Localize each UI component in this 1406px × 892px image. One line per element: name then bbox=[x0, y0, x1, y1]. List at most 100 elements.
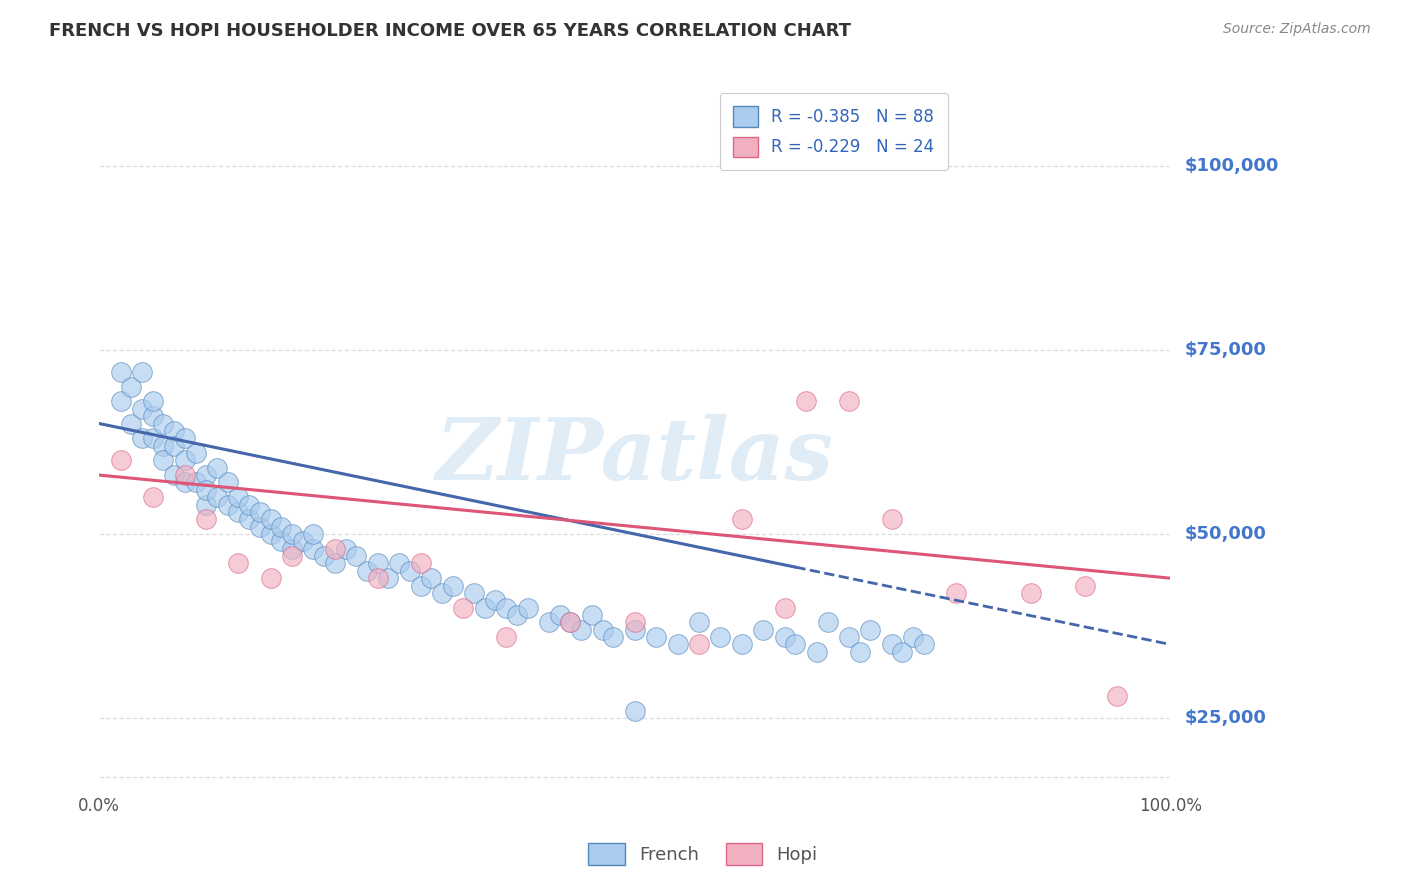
Point bbox=[249, 519, 271, 533]
Point bbox=[880, 512, 903, 526]
Point bbox=[228, 505, 250, 519]
Point bbox=[323, 541, 346, 556]
Point bbox=[377, 571, 399, 585]
Point bbox=[281, 549, 304, 563]
Point bbox=[495, 600, 517, 615]
Point bbox=[142, 431, 165, 445]
Point bbox=[238, 498, 260, 512]
Point bbox=[110, 453, 132, 467]
Point bbox=[335, 541, 357, 556]
Point bbox=[367, 557, 389, 571]
Point bbox=[291, 534, 314, 549]
Text: ZIPatlas: ZIPatlas bbox=[436, 414, 834, 498]
Point bbox=[131, 365, 153, 379]
Point bbox=[752, 623, 775, 637]
Point bbox=[131, 431, 153, 445]
Point bbox=[120, 417, 142, 431]
Point bbox=[880, 637, 903, 651]
Text: Source: ZipAtlas.com: Source: ZipAtlas.com bbox=[1223, 22, 1371, 37]
Point bbox=[495, 630, 517, 644]
Point bbox=[217, 475, 239, 490]
Point bbox=[838, 394, 860, 409]
Point bbox=[259, 571, 281, 585]
Point bbox=[731, 512, 754, 526]
Point bbox=[259, 512, 281, 526]
Point bbox=[945, 586, 967, 600]
Point bbox=[174, 453, 197, 467]
Point bbox=[731, 637, 754, 651]
Point bbox=[205, 490, 228, 504]
Point bbox=[484, 593, 506, 607]
Point bbox=[794, 394, 817, 409]
Point bbox=[688, 637, 710, 651]
Point bbox=[205, 460, 228, 475]
Text: $100,000: $100,000 bbox=[1184, 157, 1278, 175]
Point bbox=[142, 394, 165, 409]
Point bbox=[174, 431, 197, 445]
Point bbox=[195, 498, 218, 512]
Point bbox=[163, 424, 186, 438]
Point bbox=[581, 607, 603, 622]
Point bbox=[688, 615, 710, 630]
Point bbox=[817, 615, 839, 630]
Point bbox=[848, 645, 870, 659]
Point bbox=[538, 615, 561, 630]
Point bbox=[184, 475, 207, 490]
Point bbox=[859, 623, 882, 637]
Point bbox=[249, 505, 271, 519]
Point bbox=[238, 512, 260, 526]
Point bbox=[344, 549, 367, 563]
Point bbox=[506, 607, 529, 622]
Point bbox=[152, 417, 174, 431]
Point bbox=[131, 401, 153, 416]
Point bbox=[1105, 689, 1128, 703]
Point bbox=[453, 600, 475, 615]
Point bbox=[420, 571, 443, 585]
Point bbox=[398, 564, 420, 578]
Legend: French, Hopi: French, Hopi bbox=[579, 834, 827, 874]
Point bbox=[463, 586, 485, 600]
Point bbox=[152, 453, 174, 467]
Point bbox=[270, 519, 292, 533]
Point bbox=[120, 380, 142, 394]
Point bbox=[314, 549, 336, 563]
Point bbox=[430, 586, 453, 600]
Point bbox=[409, 578, 432, 592]
Text: $75,000: $75,000 bbox=[1184, 341, 1265, 359]
Text: FRENCH VS HOPI HOUSEHOLDER INCOME OVER 65 YEARS CORRELATION CHART: FRENCH VS HOPI HOUSEHOLDER INCOME OVER 6… bbox=[49, 22, 851, 40]
Point bbox=[516, 600, 538, 615]
Point bbox=[806, 645, 828, 659]
Point bbox=[142, 490, 165, 504]
Point bbox=[838, 630, 860, 644]
Point bbox=[602, 630, 624, 644]
Point bbox=[302, 541, 325, 556]
Point bbox=[228, 490, 250, 504]
Point bbox=[270, 534, 292, 549]
Point bbox=[388, 557, 411, 571]
Point bbox=[163, 439, 186, 453]
Text: $25,000: $25,000 bbox=[1184, 709, 1265, 727]
Point bbox=[110, 365, 132, 379]
Text: $50,000: $50,000 bbox=[1184, 525, 1265, 543]
Point bbox=[645, 630, 668, 644]
Point bbox=[323, 557, 346, 571]
Point bbox=[259, 527, 281, 541]
Point bbox=[623, 615, 645, 630]
Point bbox=[773, 630, 796, 644]
Point bbox=[302, 527, 325, 541]
Point bbox=[409, 557, 432, 571]
Point bbox=[174, 475, 197, 490]
Point bbox=[184, 446, 207, 460]
Point bbox=[569, 623, 592, 637]
Point bbox=[903, 630, 925, 644]
Point bbox=[281, 541, 304, 556]
Point bbox=[560, 615, 582, 630]
Point bbox=[666, 637, 689, 651]
Point bbox=[709, 630, 731, 644]
Point bbox=[912, 637, 935, 651]
Point bbox=[217, 498, 239, 512]
Legend: R = -0.385   N = 88, R = -0.229   N = 24: R = -0.385 N = 88, R = -0.229 N = 24 bbox=[720, 93, 948, 170]
Point bbox=[592, 623, 614, 637]
Point bbox=[623, 623, 645, 637]
Point bbox=[548, 607, 571, 622]
